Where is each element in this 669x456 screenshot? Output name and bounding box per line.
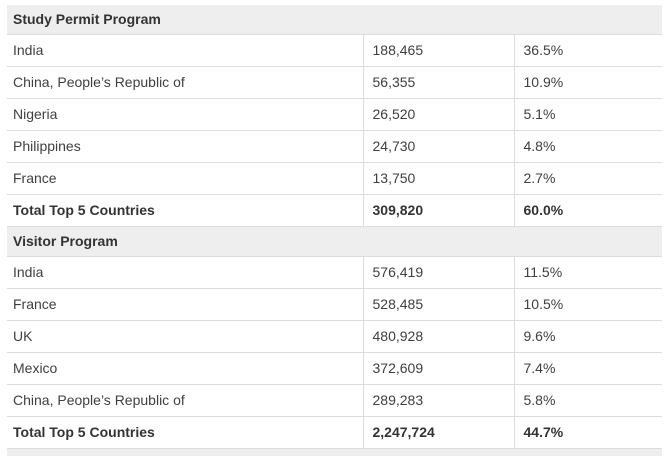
count-cell: 289,283 [362, 384, 514, 417]
table-row: China, People’s Republic of 289,283 5.8% [7, 384, 663, 417]
table-row: China, People’s Republic of 56,355 10.9% [7, 66, 663, 99]
share-cell: 5.8% [513, 384, 663, 417]
country-cell: Philippines [7, 130, 363, 163]
count-cell: 13,750 [362, 162, 514, 195]
country-cell: Nigeria [7, 98, 363, 131]
total-row: Total Top 5 Countries 2,247,724 44.7% [7, 416, 663, 449]
count-cell: 576,419 [362, 256, 514, 289]
next-section-header-partial [7, 449, 662, 456]
country-cell: Mexico [7, 352, 363, 385]
share-cell: 2.7% [513, 162, 663, 195]
share-cell: 10.9% [513, 66, 663, 99]
share-cell: 36.5% [513, 34, 663, 67]
count-cell: 372,609 [362, 352, 514, 385]
total-share-cell: 44.7% [513, 416, 663, 449]
section-title: Study Permit Program [7, 5, 663, 35]
total-label-cell: Total Top 5 Countries [7, 416, 363, 449]
total-count-cell: 309,820 [362, 194, 514, 227]
table-row: India 188,465 36.5% [7, 34, 663, 67]
section-header-row: Study Permit Program [7, 5, 663, 35]
table-row: France 13,750 2.7% [7, 162, 663, 195]
country-cell: France [7, 288, 363, 321]
section-header-row: Visitor Program [7, 226, 663, 257]
share-cell: 9.6% [513, 320, 663, 353]
share-cell: 5.1% [513, 98, 663, 131]
count-cell: 26,520 [362, 98, 514, 131]
country-cell: China, People’s Republic of [7, 384, 363, 417]
table-row: Nigeria 26,520 5.1% [7, 98, 663, 131]
count-cell: 480,928 [362, 320, 514, 353]
total-row: Total Top 5 Countries 309,820 60.0% [7, 194, 663, 227]
table-row: UK 480,928 9.6% [7, 320, 663, 353]
share-cell: 4.8% [513, 130, 663, 163]
count-cell: 528,485 [362, 288, 514, 321]
section-title: Visitor Program [7, 226, 663, 257]
country-cell: India [7, 256, 363, 289]
table-row: India 576,419 11.5% [7, 256, 663, 289]
total-share-cell: 60.0% [513, 194, 663, 227]
table-row: France 528,485 10.5% [7, 288, 663, 321]
total-label-cell: Total Top 5 Countries [7, 194, 363, 227]
share-cell: 10.5% [513, 288, 663, 321]
table-row: Philippines 24,730 4.8% [7, 130, 663, 163]
country-cell: France [7, 162, 363, 195]
country-cell: China, People’s Republic of [7, 66, 363, 99]
share-cell: 11.5% [513, 256, 663, 289]
total-count-cell: 2,247,724 [362, 416, 514, 449]
table-row: Mexico 372,609 7.4% [7, 352, 663, 385]
count-cell: 56,355 [362, 66, 514, 99]
count-cell: 24,730 [362, 130, 514, 163]
share-cell: 7.4% [513, 352, 663, 385]
country-cell: India [7, 34, 363, 67]
country-cell: UK [7, 320, 363, 353]
top-5-countries-table: Study Permit Program India 188,465 36.5%… [7, 5, 663, 449]
count-cell: 188,465 [362, 34, 514, 67]
